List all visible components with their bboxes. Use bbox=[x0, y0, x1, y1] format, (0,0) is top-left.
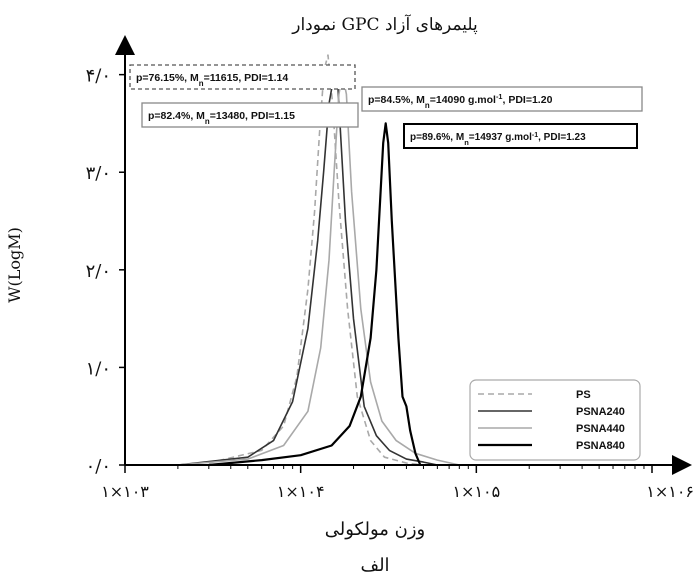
x-tick-label: ۱×۱۰۵ bbox=[452, 482, 500, 501]
y-axis-label: W(LogM) bbox=[5, 227, 24, 303]
annotation-frame bbox=[141, 102, 359, 128]
legend-label-psna840: PSNA840 bbox=[576, 440, 625, 452]
legend-frame bbox=[469, 379, 641, 461]
annotations: p=76.15%, Mn=11615, PDI=1.14 p=82.4%, Mn=… bbox=[129, 64, 643, 149]
annotation-text: p=84.5%, Mn=14090 g.mol-1, PDI=1.20 bbox=[368, 92, 553, 110]
annotation-box-3: p=84.5%, Mn=14090 g.mol-1, PDI=1.20 bbox=[361, 86, 643, 112]
legend-label-ps: PS bbox=[576, 389, 591, 401]
annotation-box-2: p=82.4%, Mn=13480, PDI=1.15 bbox=[141, 102, 359, 128]
annotation-frame bbox=[129, 64, 356, 90]
annotation-box-1: p=76.15%, Mn=11615, PDI=1.14 bbox=[129, 64, 356, 90]
series-line-ps bbox=[208, 54, 424, 466]
annotation-text: p=76.15%, Mn=11615, PDI=1.14 bbox=[136, 72, 288, 88]
figure-caption: الف bbox=[360, 555, 389, 576]
y-tick-label: ۲/۰ bbox=[86, 261, 111, 282]
x-tick-label: ۱×۱۰۶ bbox=[646, 482, 694, 501]
x-tick-label: ۱×۱۰۴ bbox=[277, 482, 325, 501]
series-line-psna840 bbox=[208, 122, 422, 467]
annotation-box-4: p=89.6%, Mn=14937 g.mol-1, PDI=1.23 bbox=[403, 123, 638, 149]
legend: PS PSNA240 PSNA440 PSNA840 bbox=[469, 379, 641, 461]
annotation-frame bbox=[361, 86, 643, 112]
series-line-psna240 bbox=[177, 73, 438, 466]
x-axis-label: وزن مولکولی bbox=[325, 519, 425, 540]
y-tick-label: ۰/۰ bbox=[86, 456, 111, 477]
annotation-text: p=82.4%, Mn=13480, PDI=1.15 bbox=[148, 110, 295, 126]
annotation-text: p=89.6%, Mn=14937 g.mol-1, PDI=1.23 bbox=[410, 132, 586, 147]
chart-title: نمودار GPC پلیمرهای آزاد bbox=[291, 13, 478, 35]
y-tick-label: ۱/۰ bbox=[86, 358, 111, 379]
annotation-frame bbox=[403, 123, 638, 149]
legend-label-psna240: PSNA240 bbox=[576, 406, 625, 418]
y-tick-label: ۴/۰ bbox=[86, 66, 111, 87]
y-tick-label: ۳/۰ bbox=[86, 163, 111, 184]
x-tick-label: ۱×۱۰۳ bbox=[101, 482, 149, 501]
legend-label-psna440: PSNA440 bbox=[576, 423, 625, 435]
axes: ۰/۰ ۱/۰ ۲/۰ ۳/۰ ۴/۰ ۱×۱۰۳ ۱×۱۰۴ ۱×۱۰۵ ۱×۱۰۶ bbox=[86, 35, 694, 501]
